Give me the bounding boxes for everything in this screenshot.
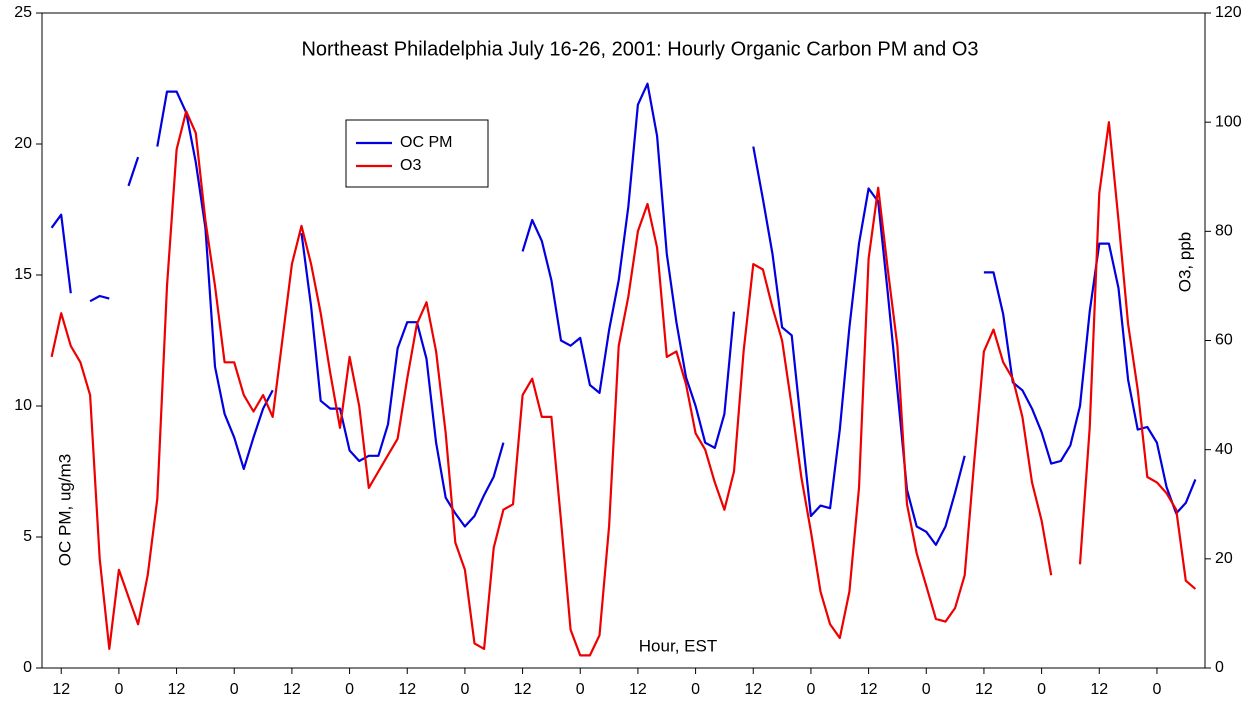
series-line	[1078, 121, 1197, 590]
x-tick-label: 0	[345, 681, 354, 698]
legend-box	[345, 119, 489, 188]
y-tick-label: 0	[23, 659, 32, 676]
y2-tick-label: 0	[1215, 659, 1224, 676]
x-axis-label: Hour, EST	[639, 636, 717, 655]
y2-tick-label: 80	[1215, 223, 1233, 240]
series-line	[50, 213, 72, 294]
y2-tick-label: 20	[1215, 550, 1233, 567]
series-line	[752, 146, 966, 546]
x-tick-label: 0	[1037, 681, 1046, 698]
series-line	[127, 156, 140, 187]
x-tick-label: 12	[168, 681, 186, 698]
x-tick-label: 12	[629, 681, 647, 698]
x-tick-label: 12	[283, 681, 301, 698]
chart-title: Northeast Philadelphia July 16-26, 2001:…	[301, 38, 978, 60]
series-line	[983, 242, 1197, 515]
x-tick-label: 0	[806, 681, 815, 698]
series-line	[89, 294, 110, 303]
x-tick-label: 0	[460, 681, 469, 698]
y-tick-label: 5	[23, 528, 32, 545]
series-line	[156, 90, 274, 470]
series-line	[50, 110, 1053, 657]
x-tick-label: 12	[975, 681, 993, 698]
y-tick-label: 10	[14, 397, 32, 414]
y2-tick-label: 120	[1215, 4, 1242, 21]
x-tick-label: 0	[1152, 681, 1161, 698]
legend-label: OC PM	[400, 134, 452, 151]
x-tick-label: 0	[114, 681, 123, 698]
y-tick-label: 25	[14, 4, 32, 21]
y2-tick-label: 100	[1215, 113, 1242, 130]
x-tick-label: 12	[1090, 681, 1108, 698]
y-tick-label: 20	[14, 135, 32, 152]
x-tick-label: 0	[230, 681, 239, 698]
y2-tick-label: 40	[1215, 441, 1233, 458]
x-tick-label: 12	[860, 681, 878, 698]
y-tick-label: 15	[14, 266, 32, 283]
y2-axis-label: O3, ppb	[1175, 232, 1194, 293]
series-line	[300, 232, 505, 528]
x-tick-label: 12	[398, 681, 416, 698]
legend-label: O3	[400, 157, 421, 174]
x-tick-label: 12	[514, 681, 532, 698]
x-tick-label: 0	[691, 681, 700, 698]
y-axis-label: OC PM, ug/m3	[55, 454, 74, 566]
x-tick-label: 0	[576, 681, 585, 698]
y2-tick-label: 60	[1215, 332, 1233, 349]
x-tick-label: 0	[922, 681, 931, 698]
series-line	[521, 82, 736, 449]
x-tick-label: 12	[744, 681, 762, 698]
plot-frame	[41, 12, 1206, 669]
x-tick-label: 12	[52, 681, 70, 698]
